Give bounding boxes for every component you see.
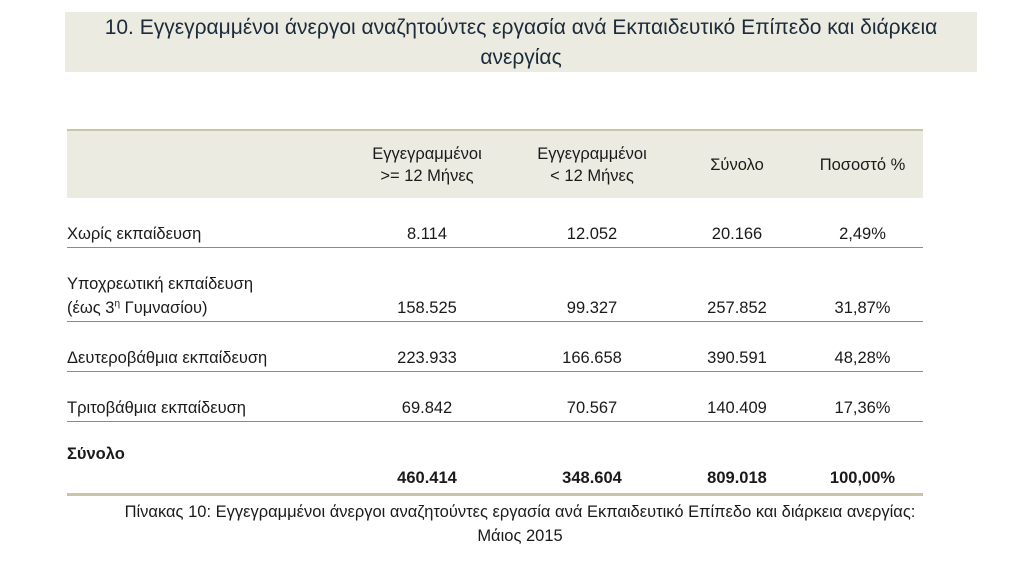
cell-total: 257.852	[672, 272, 802, 322]
table-row: Χωρίς εκπαίδευση 8.114 12.052 20.166 2,4…	[67, 222, 923, 248]
cell-total: 140.409	[672, 396, 802, 422]
cell-lt12: 99.327	[512, 272, 672, 322]
header-ge12: Εγγεγραμμένοι >= 12 Μήνες	[372, 144, 482, 185]
cell-percent: 48,28%	[802, 346, 923, 372]
row-label: Υποχρεωτική εκπαίδευση (έως 3η Γυμνασίου…	[67, 272, 342, 322]
header-total: Σύνολο	[710, 155, 764, 174]
total-total: 809.018	[707, 469, 767, 487]
row-label: Δευτεροβάθμια εκπαίδευση	[67, 346, 342, 372]
cell-total: 390.591	[672, 346, 802, 372]
caption-line1: Πίνακας 10: Εγγεγραμμένοι άνεργοι αναζητ…	[124, 503, 916, 521]
cell-ge12: 158.525	[342, 272, 512, 322]
cell-percent: 2,49%	[802, 222, 923, 248]
table-row: Δευτεροβάθμια εκπαίδευση 223.933 166.658…	[67, 346, 923, 372]
row-label: Χωρίς εκπαίδευση	[67, 222, 342, 248]
table-row: Τριτοβάθμια εκπαίδευση 69.842 70.567 140…	[67, 396, 923, 422]
header-percent: Ποσοστό %	[819, 155, 906, 174]
table-bottom-rule	[67, 493, 923, 496]
total-ge12: 460.414	[397, 469, 457, 487]
table-title-line2: ανεργίας	[480, 46, 562, 69]
unemployment-table: Εγγεγραμμένοι >= 12 Μήνες Εγγεγραμμένοι …	[67, 129, 923, 492]
caption-line2: Μάιος 2015	[477, 527, 563, 545]
cell-total: 20.166	[672, 222, 802, 248]
table-title: 10. Εγγεγραμμένοι άνεργοι αναζητούντες ε…	[65, 12, 977, 72]
row-label: Τριτοβάθμια εκπαίδευση	[67, 396, 342, 422]
table-caption: Πίνακας 10: Εγγεγραμμένοι άνεργοι αναζητ…	[40, 500, 1000, 548]
cell-lt12: 70.567	[512, 396, 672, 422]
total-lt12: 348.604	[562, 469, 622, 487]
cell-ge12: 223.933	[342, 346, 512, 372]
table-row: Υποχρεωτική εκπαίδευση (έως 3η Γυμνασίου…	[67, 272, 923, 322]
cell-lt12: 12.052	[512, 222, 672, 248]
cell-percent: 31,87%	[802, 272, 923, 322]
total-label: Σύνολο	[67, 445, 125, 463]
table-title-line1: 10. Εγγεγραμμένοι άνεργοι αναζητούντες ε…	[104, 16, 938, 39]
table-header-row: Εγγεγραμμένοι >= 12 Μήνες Εγγεγραμμένοι …	[67, 130, 923, 198]
cell-ge12: 69.842	[342, 396, 512, 422]
header-label-column	[67, 130, 342, 198]
cell-lt12: 166.658	[512, 346, 672, 372]
cell-ge12: 8.114	[342, 222, 512, 248]
total-percent: 100,00%	[829, 469, 896, 487]
header-lt12: Εγγεγραμμένοι < 12 Μήνες	[537, 144, 647, 185]
cell-percent: 17,36%	[802, 396, 923, 422]
table-total-row: Σύνολο 460.414 348.604 809.018 100,00%	[67, 442, 923, 492]
data-table-container: Εγγεγραμμένοι >= 12 Μήνες Εγγεγραμμένοι …	[67, 129, 923, 492]
